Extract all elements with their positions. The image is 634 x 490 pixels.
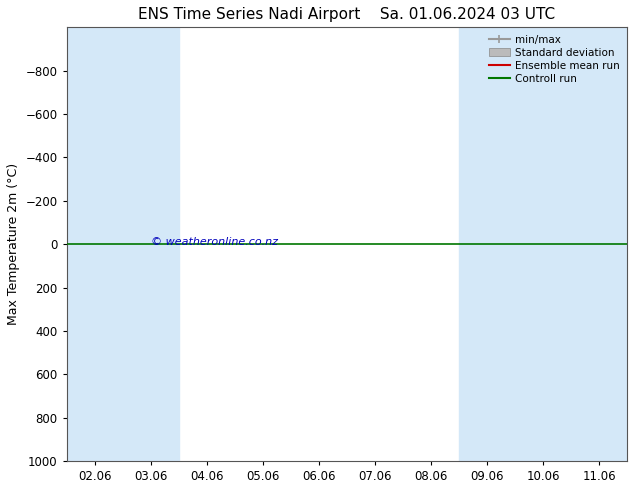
Bar bbox=[67, 27, 179, 461]
Title: ENS Time Series Nadi Airport    Sa. 01.06.2024 03 UTC: ENS Time Series Nadi Airport Sa. 01.06.2… bbox=[138, 7, 555, 22]
Text: © weatheronline.co.nz: © weatheronline.co.nz bbox=[151, 237, 278, 247]
Bar bbox=[459, 27, 571, 461]
Legend: min/max, Standard deviation, Ensemble mean run, Controll run: min/max, Standard deviation, Ensemble me… bbox=[485, 30, 624, 88]
Y-axis label: Max Temperature 2m (°C): Max Temperature 2m (°C) bbox=[7, 163, 20, 325]
Bar bbox=[571, 27, 627, 461]
